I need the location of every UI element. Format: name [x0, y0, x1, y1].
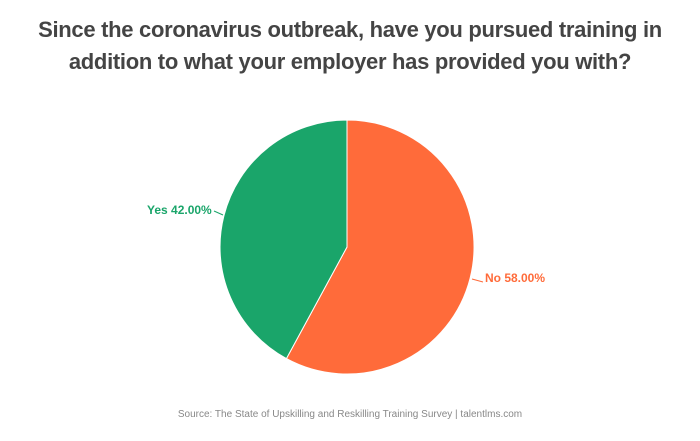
pie-slice-yes[interactable] — [219, 119, 348, 360]
data-label-yes: Yes 42.00% — [147, 203, 212, 217]
source-caption: Source: The State of Upskilling and Resk… — [177, 409, 523, 420]
chart-title-line-2: addition to what your employer has provi… — [68, 49, 632, 74]
chart-title: Since the coronavirus outbreak, have you… — [0, 14, 700, 78]
leader-line-yes — [213, 210, 224, 216]
data-label-no: No 58.00% — [485, 271, 546, 285]
pie-slice-no[interactable] — [285, 119, 475, 375]
leader-line-no — [471, 278, 484, 283]
chart-title-line-1: Since the coronavirus outbreak, have you… — [38, 17, 662, 42]
